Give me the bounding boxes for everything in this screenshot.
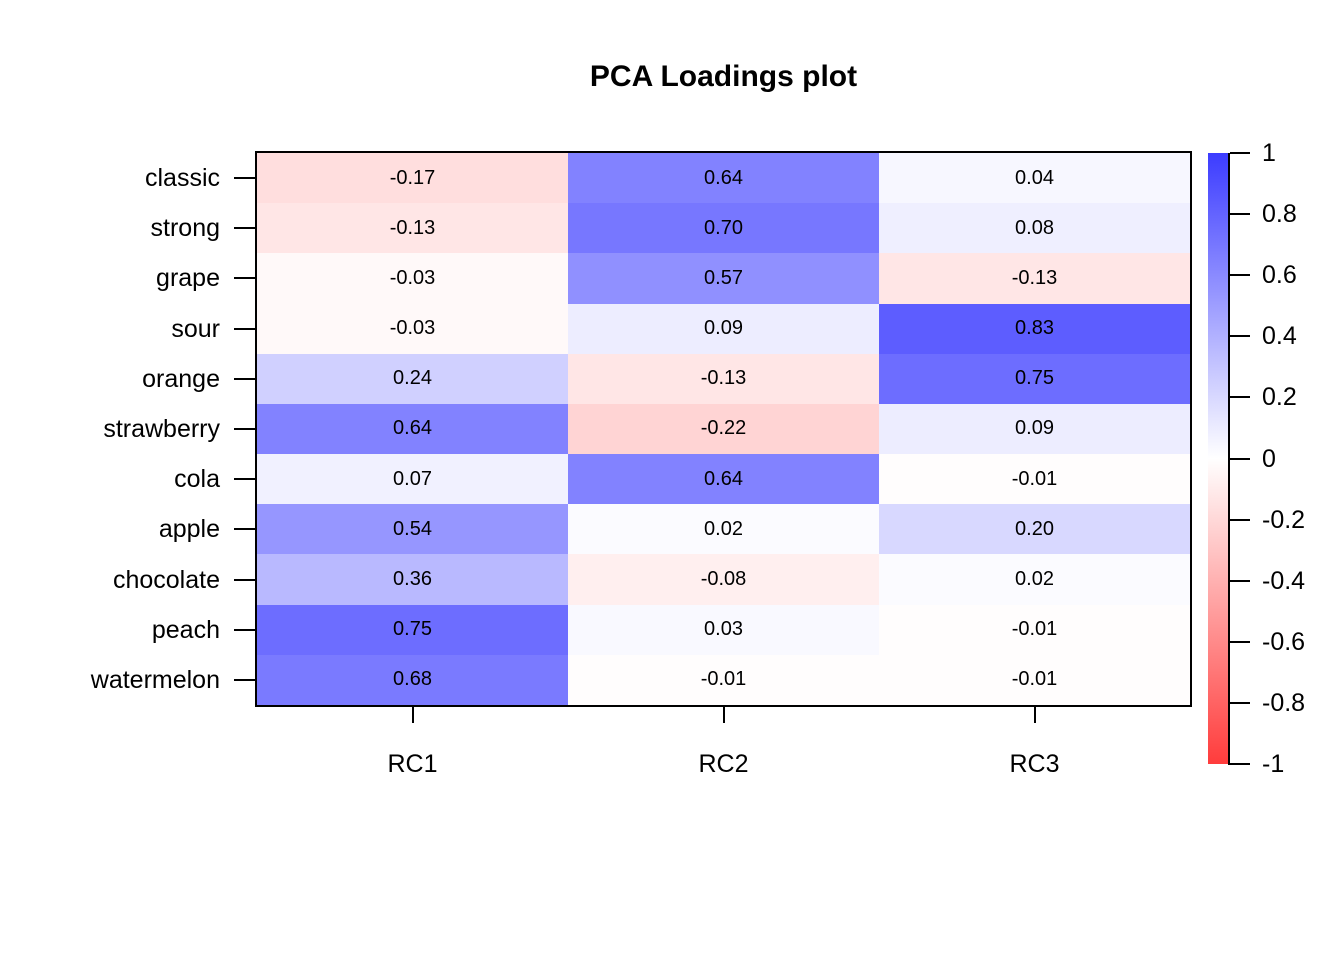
legend-tick-mark	[1230, 457, 1250, 460]
color-legend-bar	[1208, 153, 1228, 764]
heatmap-cell: -0.13	[257, 203, 568, 254]
legend-tick-label: -0.6	[1262, 627, 1306, 656]
heatmap-cell: -0.03	[257, 253, 568, 304]
heatmap-cell: -0.01	[879, 654, 1190, 705]
heatmap-cell: 0.09	[568, 303, 879, 354]
legend-tick-mark	[1230, 335, 1250, 338]
x-tick-mark	[722, 705, 725, 723]
heatmap-cell: -0.01	[879, 454, 1190, 505]
row-label: apple	[158, 515, 220, 544]
row-label: grape	[156, 264, 220, 293]
heatmap-cell: 0.68	[257, 654, 568, 705]
y-tick-mark	[234, 628, 256, 631]
y-tick-mark	[234, 678, 256, 681]
row-label: strong	[150, 214, 220, 243]
y-tick-mark	[234, 327, 256, 330]
legend-tick-mark	[1230, 640, 1250, 643]
heatmap-cell: -0.03	[257, 303, 568, 354]
heatmap-cell: 0.83	[879, 303, 1190, 354]
heatmap-cell: -0.01	[568, 654, 879, 705]
heatmap-cell: 0.75	[257, 604, 568, 655]
heatmap-cell: 0.57	[568, 253, 879, 304]
legend-tick-mark	[1230, 396, 1250, 399]
x-tick-mark	[1033, 705, 1036, 723]
column-label: RC3	[1009, 750, 1060, 778]
heatmap-cell: 0.36	[257, 554, 568, 605]
legend-tick-label: 0	[1262, 444, 1276, 473]
legend-tick-label: -0.8	[1262, 688, 1306, 717]
legend-tick-label: -0.2	[1262, 505, 1306, 534]
legend-tick-label: 0.2	[1262, 383, 1297, 412]
legend-tick-mark	[1230, 579, 1250, 582]
column-label: RC1	[387, 750, 438, 778]
heatmap-cell: 0.24	[257, 353, 568, 404]
legend-tick-mark	[1230, 152, 1250, 154]
row-label: orange	[142, 364, 220, 393]
legend-tick-label: 0.4	[1262, 322, 1297, 351]
legend-tick-label: 1	[1262, 139, 1276, 167]
legend-tick-mark	[1230, 763, 1250, 765]
y-tick-mark	[234, 428, 256, 430]
heatmap-cell: 0.54	[257, 504, 568, 555]
y-tick-mark	[234, 528, 256, 531]
row-label: peach	[151, 615, 220, 644]
legend-tick-label: -1	[1262, 750, 1285, 778]
heatmap-cell: -0.17	[257, 153, 568, 204]
heatmap-cell: 0.07	[257, 454, 568, 505]
legend-tick-mark	[1230, 213, 1250, 216]
y-tick-mark	[234, 277, 256, 280]
x-tick-mark	[411, 705, 414, 723]
legend-tick-label: -0.4	[1262, 566, 1306, 595]
row-label: classic	[144, 164, 220, 193]
heatmap-cell: 0.70	[568, 203, 879, 254]
legend-tick-mark	[1230, 701, 1250, 704]
legend-tick-mark	[1230, 518, 1250, 521]
heatmap-cell: -0.13	[879, 253, 1190, 304]
y-tick-mark	[234, 578, 256, 581]
heatmap-cell: 0.64	[568, 454, 879, 505]
heatmap-cell: -0.08	[568, 554, 879, 605]
heatmap-cell: 0.02	[568, 504, 879, 555]
legend-tick-mark	[1230, 274, 1250, 277]
legend-tick-label: 0.6	[1262, 261, 1297, 290]
heatmap-cell: 0.64	[257, 403, 568, 455]
heatmap-cell: 0.20	[879, 504, 1190, 555]
heatmap-cell: -0.01	[879, 604, 1190, 655]
chart-title: PCA Loadings plot	[589, 60, 858, 93]
heatmap-cell: -0.13	[568, 353, 879, 404]
heatmap-cell: 0.04	[879, 153, 1190, 204]
row-label: chocolate	[112, 565, 220, 594]
legend-tick-label: 0.8	[1262, 200, 1297, 229]
y-tick-mark	[234, 177, 256, 180]
heatmap-cell: 0.09	[879, 403, 1190, 455]
y-tick-mark	[234, 227, 256, 230]
y-tick-mark	[234, 478, 256, 481]
heatmap-cell: 0.75	[879, 353, 1190, 404]
row-label: strawberry	[103, 415, 220, 443]
heatmap-cell: 0.03	[568, 604, 879, 655]
heatmap-cell: 0.02	[879, 554, 1190, 605]
heatmap-cell: 0.64	[568, 153, 879, 204]
row-label: cola	[174, 465, 220, 494]
heatmap-cell: -0.22	[568, 403, 879, 455]
heatmap-cell: 0.08	[879, 203, 1190, 254]
column-label: RC2	[698, 750, 749, 778]
row-label: watermelon	[90, 665, 220, 694]
y-tick-mark	[234, 377, 256, 380]
heatmap-plot-area: -0.17 0.64 0.04 -0.13 0.70 0.08 -0.03 0.57 -0.13…	[255, 151, 1192, 707]
color-legend-axis-line	[1228, 153, 1230, 765]
row-label: sour	[171, 314, 220, 343]
